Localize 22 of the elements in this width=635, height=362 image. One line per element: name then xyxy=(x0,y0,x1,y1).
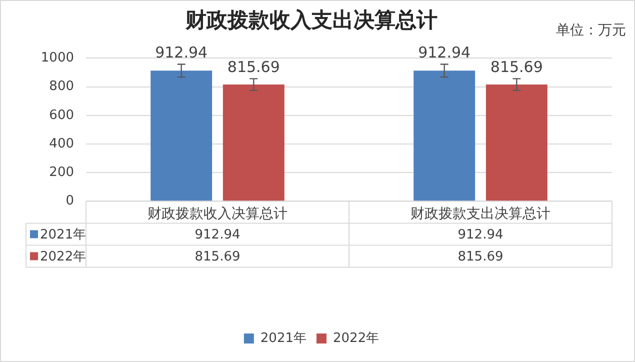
y-tick-label: 0 xyxy=(66,194,74,209)
text: 单位：万元 xyxy=(556,22,626,39)
text: 2021年 xyxy=(260,330,307,346)
annotation: 912.94 xyxy=(418,44,471,62)
data-label: 912.94 xyxy=(194,228,240,243)
y-tick-label: 600 xyxy=(49,108,74,123)
legend-label: 2021年 xyxy=(40,228,86,243)
data-label: 815.69 xyxy=(458,250,504,265)
text: 2022年 xyxy=(40,250,86,265)
data-label: 912.94 xyxy=(458,228,504,243)
chart-title: 财政拨款收入支出决算总计 xyxy=(184,7,438,32)
y-tick-label: 800 xyxy=(49,79,74,94)
y-tick-label: 400 xyxy=(49,136,74,152)
y-tick-label: 200 xyxy=(49,164,74,180)
x-tick-label: 财政拨款收入决算总计 xyxy=(148,206,288,222)
annotation: 815.69 xyxy=(490,58,543,76)
x-tick-label: 财政拨款支出决算总计 xyxy=(410,206,550,222)
annotation: 815.69 xyxy=(227,58,280,76)
annotation: 912.94 xyxy=(155,44,208,62)
legend-label: 2022年 xyxy=(333,330,380,346)
y-tick-label: 1000 xyxy=(40,50,74,66)
data-label: 815.69 xyxy=(194,250,240,265)
